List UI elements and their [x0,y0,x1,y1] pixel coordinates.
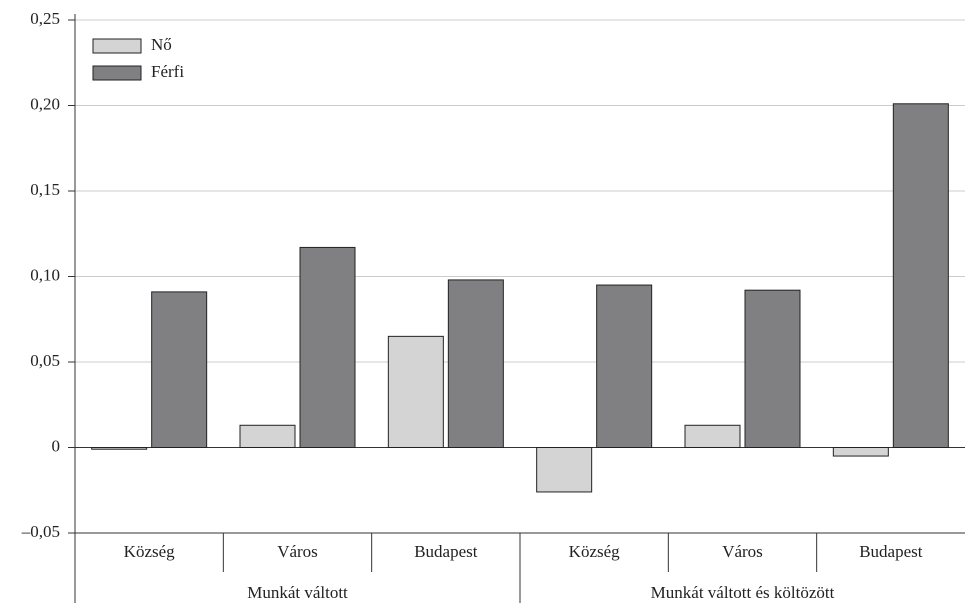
bar [744,289,801,448]
y-tick-label: 0,20 [30,94,60,113]
y-tick-label: 0,15 [30,180,60,199]
legend-label: Nő [151,35,172,54]
y-tick-label: 0,25 [30,9,60,28]
x-tick-label: Község [124,542,175,561]
bar [832,447,889,457]
y-tick-label: 0,10 [30,265,60,284]
x-tick-label: Város [277,542,318,561]
group-label: Munkát váltott és költözött [651,583,835,602]
x-tick-label: Budapest [859,542,923,561]
bar [536,447,593,493]
y-tick-label: 0 [52,436,61,455]
legend-label: Férfi [151,62,184,81]
x-tick-label: Község [569,542,620,561]
y-tick-label: 0,05 [30,351,60,370]
bar [239,424,296,448]
bar [892,103,949,448]
bar [299,246,356,448]
x-tick-label: Budapest [414,542,478,561]
y-tick-label: –0,05 [21,522,60,541]
bar [596,284,653,448]
bar [684,424,741,448]
x-tick-label: Város [722,542,763,561]
group-label: Munkát váltott [247,583,348,602]
bar [387,335,444,449]
bar [151,291,208,449]
legend-swatch [92,38,142,54]
bar [447,279,504,449]
legend-swatch [92,65,142,81]
bar [91,447,148,450]
